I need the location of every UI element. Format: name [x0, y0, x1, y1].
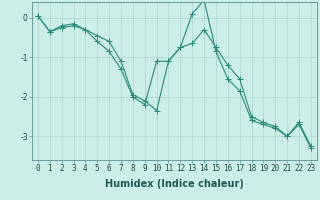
X-axis label: Humidex (Indice chaleur): Humidex (Indice chaleur) — [105, 179, 244, 189]
